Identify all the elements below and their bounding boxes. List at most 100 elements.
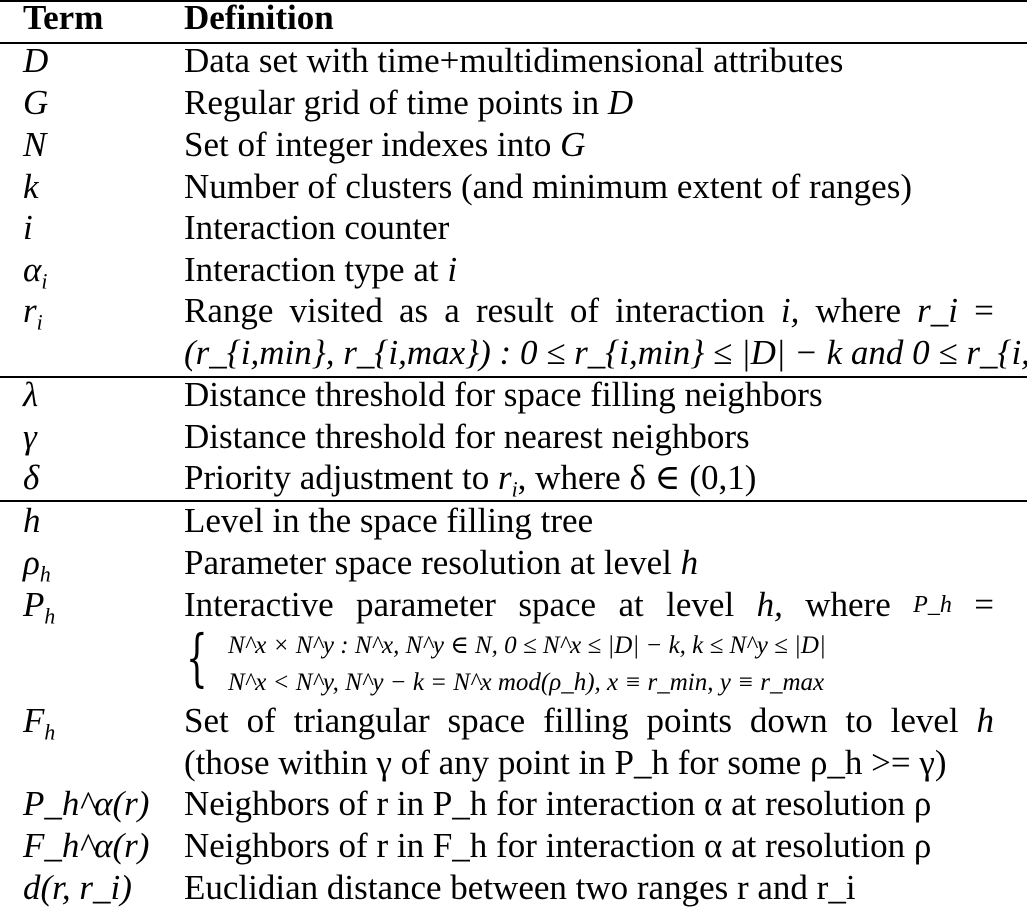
header-definition: Definition (184, 0, 334, 37)
word: filling (543, 701, 629, 740)
term-cell: αi (23, 249, 47, 303)
section-rule-1 (0, 376, 1027, 378)
definition-text: Parameter space resolution at level (184, 543, 681, 582)
definition-text: Set of integer indexes into (184, 125, 561, 164)
word: where (805, 585, 891, 624)
table-row: αi Interaction type at i (0, 249, 1027, 294)
word: Range (184, 291, 274, 330)
definition-cell: Level in the space filling tree (184, 501, 594, 540)
definition-cell: Neighbors of r in P_h for interaction α … (184, 784, 932, 823)
table-row: Ph Interactive parameter space at level … (0, 584, 1027, 700)
table-row: D Data set with time+multidimensional at… (0, 40, 1027, 82)
word: Interactive (184, 585, 334, 624)
word: = (974, 291, 994, 330)
table-row: F_h^α(r) Neighbors of r in F_h for inter… (0, 825, 1027, 867)
word: space (518, 585, 597, 624)
word: points (646, 701, 733, 740)
table-row: k Number of clusters (and minimum extent… (0, 166, 1027, 208)
word: P_h (913, 592, 952, 618)
definition-text: Priority adjustment to (184, 458, 499, 497)
word: of (246, 701, 276, 740)
term-symbol: F (23, 701, 45, 740)
table-row: P_h^α(r) Neighbors of r in P_h for inter… (0, 783, 1027, 825)
term-subscript: h (44, 720, 56, 745)
definition-math: δ ∈ (0,1) (629, 458, 757, 497)
word: of (569, 291, 599, 330)
word: triangular (293, 701, 430, 740)
word: level (890, 701, 959, 740)
definition-line-2: (r_{i,min}, r_{i,max}) : 0 ≤ r_{i,min} ≤… (184, 333, 1027, 372)
term-cell: ρh (23, 542, 51, 596)
top-rule (0, 0, 1027, 2)
header-row: Term Definition (0, 0, 1027, 39)
definition-line-1: Range visited as a result of interaction… (184, 290, 994, 332)
term-subscript: i (36, 310, 43, 335)
table-row: Fh Set of triangular space filling point… (0, 700, 1027, 784)
definition-symbol: h (680, 543, 699, 582)
word: as (399, 291, 429, 330)
term-cell: G (23, 83, 49, 122)
term-subscript: h (44, 604, 56, 629)
term-cell: P_h^α(r) (23, 784, 150, 823)
left-brace: { (186, 621, 208, 694)
term-cell: Ph (23, 584, 55, 638)
definition-cell: Parameter space resolution at level h (184, 542, 698, 584)
definition-line-1: Interactive parameter space at level h, … (184, 584, 994, 626)
definition-cell: Euclidian distance between two ranges r … (184, 868, 856, 907)
word: Set (184, 701, 229, 740)
table-row: h Level in the space filling tree (0, 500, 1027, 542)
term-cell: λ (23, 375, 39, 414)
word: result (475, 291, 554, 330)
term-cell: D (23, 41, 49, 80)
term-cell: δ (23, 458, 40, 497)
word: where (815, 291, 902, 330)
case-line-2: N^x < N^y, N^y − k = N^x mod(ρ_h), x ≡ r… (228, 669, 825, 696)
header-term: Term (23, 0, 104, 37)
term-cell: d(r, r_i) (23, 868, 132, 907)
definition-symbol: D (607, 83, 634, 122)
definition-cell: Distance threshold for nearest neighbors (184, 417, 750, 456)
definition-text: , where (517, 458, 630, 497)
definition-cell: Interaction type at i (184, 249, 457, 291)
table-row: λ Distance threshold for space filling n… (0, 374, 1027, 416)
table-row: ri Range visited as a result of interact… (0, 290, 1027, 374)
table-row: γ Distance threshold for nearest neighbo… (0, 416, 1027, 458)
term-symbol: α (23, 250, 42, 289)
definition-cell: Interactive parameter space at level h, … (184, 584, 994, 626)
definition-cell: Number of clusters (and minimum extent o… (184, 167, 912, 206)
word: h (976, 701, 994, 740)
word: space (447, 701, 526, 740)
word: interaction (615, 291, 765, 330)
term-cell: γ (23, 417, 37, 456)
term-subscript: h (39, 562, 51, 587)
term-subscript: i (41, 269, 48, 294)
word: parameter (356, 585, 496, 624)
term-symbol: P (23, 585, 45, 624)
word: at (618, 585, 644, 624)
term-cell: N (23, 125, 47, 164)
definition-line-2: (those within γ of any point in P_h for … (184, 743, 947, 782)
definition-symbol: G (560, 125, 586, 164)
table-row: d(r, r_i) Euclidian distance between two… (0, 867, 1027, 909)
table-row: G Regular grid of time points in D (0, 82, 1027, 124)
section-rule-2 (0, 500, 1027, 502)
definition-text: Regular grid of time points in (184, 83, 608, 122)
table-row: i Interaction counter (0, 207, 1027, 249)
word: down (749, 701, 828, 740)
definition-line-1: Set of triangular space filling points d… (184, 700, 994, 742)
term-symbol: ρ (23, 543, 40, 582)
definition-symbol: r (498, 458, 512, 497)
term-cell: F_h^α(r) (23, 826, 150, 865)
table-row: N Set of integer indexes into G (0, 124, 1027, 166)
definition-cell: Set of triangular space filling points d… (184, 700, 994, 784)
word: i, (780, 291, 800, 330)
definition-cell: Interaction counter (184, 208, 450, 247)
definition-cell: Range visited as a result of interaction… (184, 290, 1027, 374)
case-line-1: N^x × N^y : N^x, N^y ∈ N, 0 ≤ N^x ≤ |D| … (228, 632, 826, 659)
word: r_i (917, 291, 959, 330)
table-row: δ Priority adjustment to ri, where δ ∈ (… (0, 457, 1027, 502)
definition-subscript: i (511, 477, 518, 502)
word: a (444, 291, 460, 330)
word: = (974, 585, 994, 624)
definition-cell: Priority adjustment to ri, where δ ∈ (0,… (184, 457, 756, 511)
